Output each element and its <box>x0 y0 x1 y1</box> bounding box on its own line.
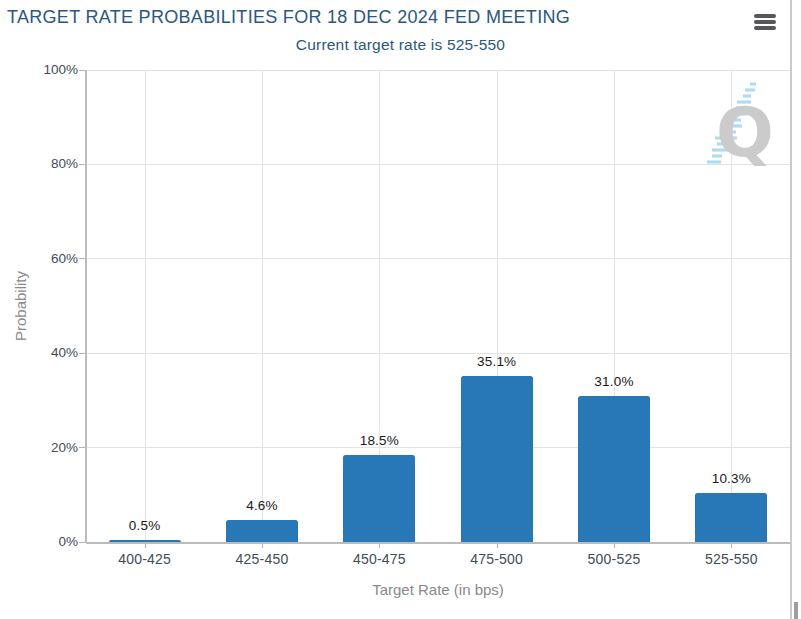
h-gridline <box>86 353 790 354</box>
y-tick-label: 100% <box>6 62 78 77</box>
bar[interactable] <box>461 376 533 542</box>
watermark-letter: Q <box>716 93 774 172</box>
x-tick-label: 475-500 <box>438 551 555 567</box>
bar[interactable] <box>109 540 181 542</box>
v-gridline <box>145 70 146 542</box>
bar-value-label: 35.1% <box>452 354 542 369</box>
v-gridline <box>262 70 263 542</box>
hamburger-menu-icon[interactable] <box>754 14 776 31</box>
x-axis-line <box>86 542 790 544</box>
panel-right-border <box>790 0 792 619</box>
bar-value-label: 18.5% <box>334 433 424 448</box>
y-tick-label: 20% <box>6 440 78 455</box>
y-axis-title: Probability <box>12 271 29 341</box>
y-tick-label: 0% <box>6 534 78 549</box>
fedwatch-probability-chart: TARGET RATE PROBABILITIES FOR 18 DEC 202… <box>0 0 801 619</box>
bar-value-label: 0.5% <box>100 518 190 533</box>
x-tick-label: 450-475 <box>321 551 438 567</box>
x-axis-title: Target Rate (in bps) <box>86 581 790 598</box>
h-gridline <box>86 70 790 71</box>
bar[interactable] <box>343 455 415 542</box>
hamburger-bar <box>754 20 776 24</box>
hamburger-bar <box>754 14 776 18</box>
h-gridline <box>86 447 790 448</box>
bar-value-label: 31.0% <box>569 374 659 389</box>
y-tick-label: 60% <box>6 251 78 266</box>
x-tick-label: 425-450 <box>203 551 320 567</box>
bar-value-label: 4.6% <box>217 498 307 513</box>
bar[interactable] <box>695 493 767 542</box>
y-axis-line <box>85 70 87 542</box>
chart-subtitle: Current target rate is 525-550 <box>0 36 801 54</box>
y-tick-label: 80% <box>6 156 78 171</box>
bar[interactable] <box>226 520 298 542</box>
bar-value-label: 10.3% <box>686 471 776 486</box>
chart-title: TARGET RATE PROBABILITIES FOR 18 DEC 202… <box>7 7 570 28</box>
h-gridline <box>86 258 790 259</box>
bar[interactable] <box>578 396 650 542</box>
y-tick-label: 40% <box>6 345 78 360</box>
x-tick-label: 400-425 <box>86 551 203 567</box>
scrollbar-thumb[interactable] <box>794 602 798 619</box>
hamburger-bar <box>754 26 776 30</box>
x-tick-label: 525-550 <box>673 551 790 567</box>
quandl-watermark-icon: Q <box>685 72 795 182</box>
x-tick-label: 500-525 <box>555 551 672 567</box>
